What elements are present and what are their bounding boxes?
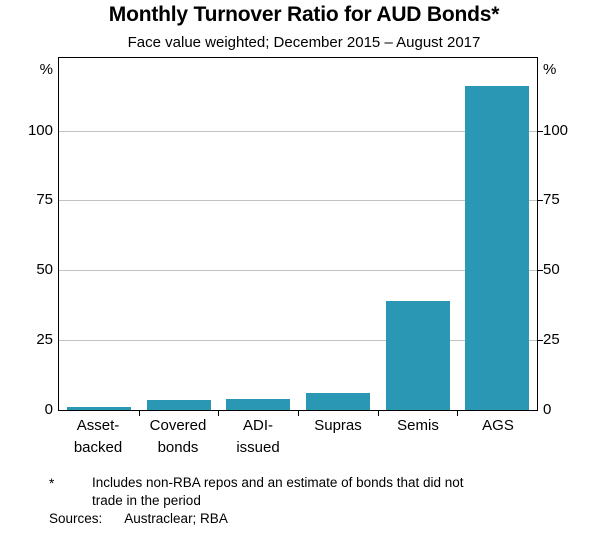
y-axis-tick-right — [538, 270, 543, 271]
x-category-label-ags: AGS — [458, 415, 538, 459]
gridline-50 — [59, 270, 537, 271]
y-tick-label-right-100: 100 — [543, 121, 569, 139]
x-category-label-line: Covered — [149, 417, 207, 434]
footnote-marker: * — [49, 476, 55, 491]
gridline-25 — [59, 340, 537, 341]
x-category-label-line: backed — [73, 439, 123, 456]
x-axis-tick — [378, 411, 379, 416]
x-category-label-line: Semis — [397, 417, 439, 434]
x-category-label-adi-issued: ADI-issued — [218, 415, 298, 459]
sources: Sources: Austraclear; RBA — [49, 511, 228, 526]
chart-title: Monthly Turnover Ratio for AUD Bonds* — [108, 3, 500, 26]
bar-adi-issued — [226, 399, 290, 410]
y-tick-label-right-75: 75 — [543, 191, 560, 209]
y-axis-tick-right — [538, 200, 543, 201]
x-category-label-covered-bonds: Covered bonds — [138, 415, 218, 459]
x-axis-tick — [298, 411, 299, 416]
chart-subtitle: Face value weighted; December 2015 – Aug… — [127, 34, 481, 51]
y-axis-left: % 0 25 50 75 100 — [0, 57, 53, 418]
x-category-label-line: Supras — [314, 417, 362, 434]
x-axis-tick — [218, 411, 219, 416]
y-tick-label-left-0: 0 — [44, 401, 53, 418]
bar-asset-backed — [67, 407, 131, 410]
y-tick-label-right-0: 0 — [543, 401, 552, 418]
y-axis-unit-left: % — [39, 61, 53, 78]
gridline-75 — [59, 200, 537, 201]
x-category-label-line: issued — [236, 439, 280, 456]
bar-semis — [386, 301, 450, 410]
plot-area — [58, 57, 538, 411]
gridline-100 — [59, 131, 537, 132]
y-tick-label-left-75: 75 — [36, 191, 53, 209]
x-category-label-semis: Semis — [378, 415, 458, 459]
x-axis-tick — [139, 411, 140, 416]
footnote-line: Includes non-RBA repos and an estimate o… — [92, 475, 464, 490]
y-axis-right: % 0 25 50 75 100 — [543, 57, 603, 418]
footnote-line: trade in the period — [92, 492, 201, 508]
y-axis-tick-right — [538, 131, 543, 132]
y-tick-label-left-25: 25 — [36, 331, 53, 349]
y-tick-label-left-100: 100 — [27, 121, 53, 139]
x-axis-labels: Asset-backed Covered bonds ADI-issued Supras… — [58, 415, 538, 459]
x-category-label-line: Asset- — [76, 417, 120, 434]
bar-ags — [465, 86, 529, 410]
bar-covered-bonds — [147, 400, 211, 410]
y-tick-label-right-50: 50 — [543, 261, 560, 279]
x-category-label-line: AGS — [482, 417, 514, 434]
footnote-text: Includes non-RBA repos and an estimate o… — [92, 474, 464, 509]
y-axis-unit-right: % — [543, 61, 557, 78]
y-tick-label-left-50: 50 — [36, 261, 53, 279]
sources-value: Austraclear; RBA — [124, 511, 228, 526]
x-axis-tick — [457, 411, 458, 416]
sources-label: Sources: — [49, 511, 103, 526]
bar-supras — [306, 393, 370, 410]
x-category-label-line: bonds — [157, 439, 199, 456]
x-category-label-asset-backed: Asset-backed — [58, 415, 138, 459]
x-category-label-supras: Supras — [298, 415, 378, 459]
y-tick-label-right-25: 25 — [543, 331, 560, 349]
y-axis-tick-right — [538, 340, 543, 341]
x-category-label-line: ADI- — [243, 417, 273, 434]
